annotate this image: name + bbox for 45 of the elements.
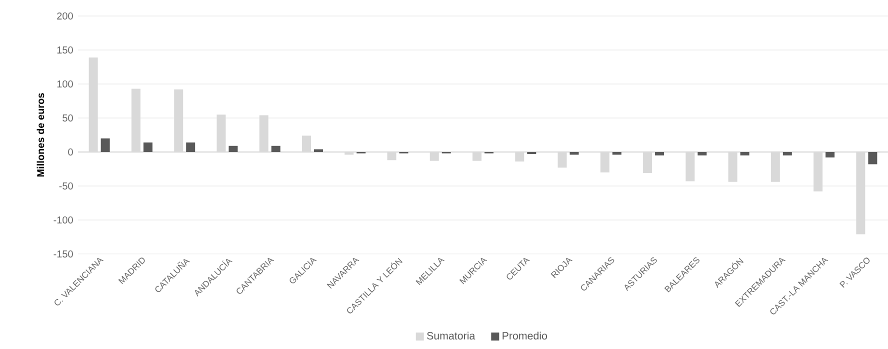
bar [782, 152, 792, 156]
y-tick-label: -50 [59, 182, 73, 190]
bar [570, 152, 579, 155]
bar [612, 152, 622, 155]
bar [643, 152, 652, 174]
bar [826, 152, 835, 158]
bar [216, 114, 226, 152]
y-axis-title: Millones de euros [36, 93, 44, 177]
bar [174, 89, 184, 152]
legend-label: Sumatoria [427, 332, 476, 340]
y-tick-label: 50 [62, 114, 73, 122]
bar [228, 146, 238, 152]
y-tick-label: 200 [57, 12, 73, 20]
bar [655, 152, 664, 156]
y-tick-label: 100 [57, 80, 73, 88]
y-tick-label: -100 [54, 216, 73, 224]
bar [728, 152, 738, 182]
y-tick-label: -150 [54, 250, 73, 258]
bar [814, 152, 823, 192]
y-tick-label: 0 [68, 148, 73, 156]
bar [88, 57, 98, 152]
bar [271, 146, 280, 152]
bar [344, 152, 354, 155]
bar [740, 152, 750, 156]
y-tick-label: 150 [57, 46, 73, 54]
bar [527, 152, 536, 154]
bar [302, 136, 311, 152]
bar [558, 152, 567, 168]
bar [868, 152, 878, 164]
bar [472, 152, 482, 161]
bar [100, 138, 110, 152]
bar [430, 152, 439, 161]
bar [387, 152, 396, 160]
legend-label: Promedio [502, 332, 548, 340]
bar [131, 88, 140, 152]
bar [314, 149, 323, 152]
bar [515, 152, 524, 162]
bar [186, 142, 196, 152]
bar [686, 152, 695, 182]
bar [600, 152, 610, 172]
bar [143, 142, 152, 152]
bar [856, 152, 866, 234]
bar [770, 152, 780, 182]
bar [259, 115, 268, 152]
bar [698, 152, 707, 156]
